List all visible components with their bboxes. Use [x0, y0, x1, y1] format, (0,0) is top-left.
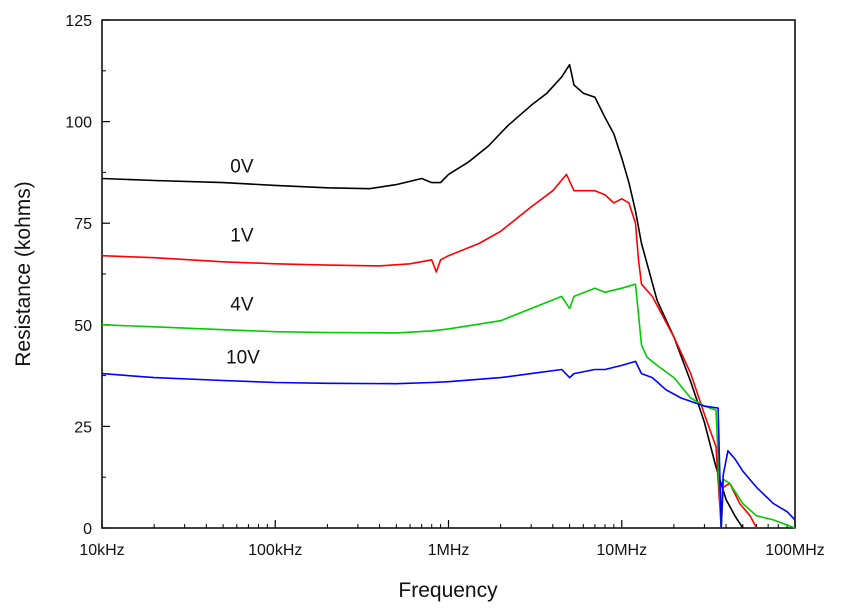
x-tick-label: 10MHz [596, 542, 647, 559]
plot-frame [101, 19, 796, 529]
series-line-0v [101, 63, 744, 529]
series-label-10v: 10V [226, 347, 260, 368]
y-tick-label: 25 [74, 419, 92, 436]
y-axis-title: Resistance (kohms) [12, 181, 35, 367]
series-labels: 0V 1V 4V 10V [226, 156, 260, 368]
y-tick-label: 50 [74, 318, 92, 335]
series-label-1v: 1V [230, 225, 254, 246]
x-tick-label: 100MHz [765, 542, 825, 559]
x-tick-label: 100kHz [248, 542, 302, 559]
series-label-4v: 4V [230, 295, 254, 316]
y-tick-label: 125 [65, 13, 92, 30]
series-line-4v [101, 283, 796, 529]
series-label-0v: 0V [230, 156, 254, 177]
y-tick-label: 75 [74, 216, 92, 233]
series-line-1v [101, 173, 758, 529]
x-axis-title: Frequency [398, 579, 498, 602]
x-axis: 10kHz 100kHz 1MHz 10MHz 100MHz [79, 520, 825, 559]
series-layer [101, 63, 796, 529]
y-tick-label: 0 [83, 521, 92, 538]
y-axis: 0 25 50 75 100 125 [65, 13, 110, 538]
x-tick-label: 10kHz [79, 542, 124, 559]
y-tick-label: 100 [65, 115, 92, 132]
x-tick-label: 1MHz [428, 542, 470, 559]
series-line-10v [101, 360, 796, 529]
